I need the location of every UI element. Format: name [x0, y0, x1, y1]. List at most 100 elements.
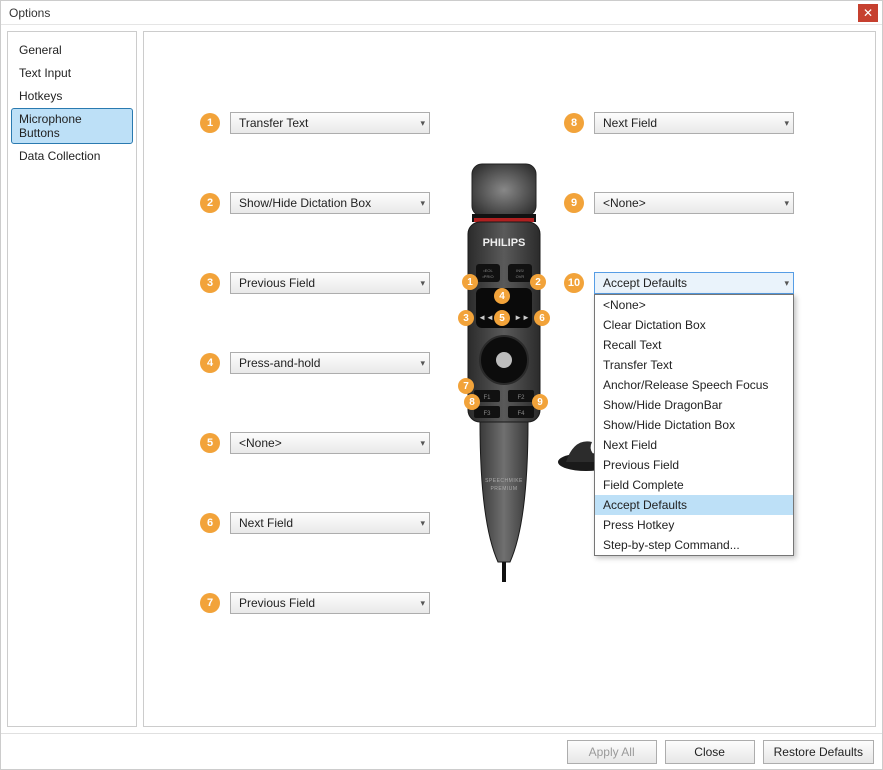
action-combo-7[interactable]: Previous Field▾	[230, 592, 430, 614]
dropdown-option[interactable]: Step-by-step Command...	[595, 535, 793, 555]
dropdown-option[interactable]: Accept Defaults	[595, 495, 793, 515]
combo-value: Previous Field	[239, 596, 420, 610]
mic-button-badge-5: 5	[494, 310, 510, 326]
dropdown-option[interactable]: Next Field	[595, 435, 793, 455]
mic-button-badge-9: 9	[532, 394, 548, 410]
sidebar-item-text-input[interactable]: Text Input	[11, 62, 133, 84]
action-combo-10[interactable]: Accept Defaults▾	[594, 272, 794, 294]
window-title: Options	[9, 6, 858, 20]
brand-text: PHILIPS	[483, 237, 526, 249]
chevron-down-icon: ▾	[784, 278, 789, 289]
dropdown-option[interactable]: <None>	[595, 295, 793, 315]
chevron-down-icon: ▾	[420, 438, 425, 449]
mic-button-badge-7: 7	[458, 378, 474, 394]
combo-value: <None>	[239, 436, 420, 450]
dropdown-option[interactable]: Field Complete	[595, 475, 793, 495]
dropdown-option[interactable]: Show/Hide DragonBar	[595, 395, 793, 415]
button-row-3: 3 Previous Field▾	[200, 272, 430, 294]
action-combo-3[interactable]: Previous Field▾	[230, 272, 430, 294]
dropdown-option[interactable]: Anchor/Release Speech Focus	[595, 375, 793, 395]
sidebar-item-data-collection[interactable]: Data Collection	[11, 145, 133, 167]
number-badge: 4	[200, 353, 220, 373]
dropdown-option[interactable]: Clear Dictation Box	[595, 315, 793, 335]
action-combo-9[interactable]: <None>▾	[594, 192, 794, 214]
chevron-down-icon: ▾	[784, 118, 789, 129]
number-badge: 10	[564, 273, 584, 293]
svg-text:OVR: OVR	[516, 274, 525, 279]
dropdown-option[interactable]: Previous Field	[595, 455, 793, 475]
action-combo-4[interactable]: Press-and-hold▾	[230, 352, 430, 374]
chevron-down-icon: ▾	[784, 198, 789, 209]
button-row-1: 1 Transfer Text▾	[200, 112, 430, 134]
chevron-down-icon: ▾	[420, 198, 425, 209]
number-badge: 2	[200, 193, 220, 213]
close-button[interactable]: Close	[665, 740, 755, 764]
mic-button-badge-1: 1	[462, 274, 478, 290]
chevron-down-icon: ▾	[420, 598, 425, 609]
chevron-down-icon: ▾	[420, 118, 425, 129]
svg-text:►►: ►►	[514, 313, 530, 322]
combo-value: <None>	[603, 196, 784, 210]
combo-value: Transfer Text	[239, 116, 420, 130]
footer: Apply All Close Restore Defaults	[1, 733, 882, 769]
window-body: GeneralText InputHotkeysMicrophone Butto…	[1, 25, 882, 733]
restore-defaults-button[interactable]: Restore Defaults	[763, 740, 874, 764]
mic-button-badge-4: 4	[494, 288, 510, 304]
action-combo-5[interactable]: <None>▾	[230, 432, 430, 454]
action-combo-1[interactable]: Transfer Text▾	[230, 112, 430, 134]
dropdown-option[interactable]: Recall Text	[595, 335, 793, 355]
svg-text:•EOL: •EOL	[483, 268, 493, 273]
sidebar-item-hotkeys[interactable]: Hotkeys	[11, 85, 133, 107]
sidebar-item-general[interactable]: General	[11, 39, 133, 61]
number-badge: 8	[564, 113, 584, 133]
button-row-10: 10 Accept Defaults▾	[564, 272, 794, 294]
button-row-5: 5 <None>▾	[200, 432, 430, 454]
dropdown-list[interactable]: <None>Clear Dictation BoxRecall TextTran…	[594, 294, 794, 556]
button-row-6: 6 Next Field▾	[200, 512, 430, 534]
main-panel: PHILIPS •EOL •PRIO INS/ OVR ◄◄ ▶ ►►	[143, 31, 876, 727]
options-window: Options ✕ GeneralText InputHotkeysMicrop…	[0, 0, 883, 770]
titlebar: Options ✕	[1, 1, 882, 25]
sidebar-item-microphone-buttons[interactable]: Microphone Buttons	[11, 108, 133, 144]
svg-text:F1: F1	[483, 395, 491, 401]
svg-text:PREMIUM: PREMIUM	[490, 486, 517, 492]
svg-text:F2: F2	[517, 395, 525, 401]
chevron-down-icon: ▾	[420, 358, 425, 369]
chevron-down-icon: ▾	[420, 518, 425, 529]
button-row-9: 9 <None>▾	[564, 192, 794, 214]
apply-all-button[interactable]: Apply All	[567, 740, 657, 764]
button-row-7: 7 Previous Field▾	[200, 592, 430, 614]
number-badge: 3	[200, 273, 220, 293]
svg-text:SPEECHMIKE: SPEECHMIKE	[485, 478, 523, 484]
sidebar: GeneralText InputHotkeysMicrophone Butto…	[7, 31, 137, 727]
number-badge: 1	[200, 113, 220, 133]
mic-button-badge-8: 8	[464, 394, 480, 410]
mic-button-badge-2: 2	[530, 274, 546, 290]
number-badge: 6	[200, 513, 220, 533]
svg-text:F3: F3	[483, 411, 491, 417]
dropdown-option[interactable]: Show/Hide Dictation Box	[595, 415, 793, 435]
action-combo-2[interactable]: Show/Hide Dictation Box▾	[230, 192, 430, 214]
dropdown-option[interactable]: Transfer Text	[595, 355, 793, 375]
mic-button-badge-3: 3	[458, 310, 474, 326]
mic-button-badge-6: 6	[534, 310, 550, 326]
svg-text:•PRIO: •PRIO	[482, 274, 493, 279]
dropdown-option[interactable]: Press Hotkey	[595, 515, 793, 535]
combo-value: Accept Defaults	[603, 276, 784, 290]
number-badge: 9	[564, 193, 584, 213]
number-badge: 7	[200, 593, 220, 613]
svg-text:F4: F4	[517, 411, 525, 417]
action-combo-8[interactable]: Next Field▾	[594, 112, 794, 134]
svg-text:◄◄: ◄◄	[478, 313, 494, 322]
combo-value: Press-and-hold	[239, 356, 420, 370]
chevron-down-icon: ▾	[420, 278, 425, 289]
combo-value: Show/Hide Dictation Box	[239, 196, 420, 210]
action-combo-6[interactable]: Next Field▾	[230, 512, 430, 534]
microphone-image: PHILIPS •EOL •PRIO INS/ OVR ◄◄ ▶ ►►	[444, 162, 564, 582]
svg-text:INS/: INS/	[516, 268, 525, 273]
number-badge: 5	[200, 433, 220, 453]
close-icon[interactable]: ✕	[858, 4, 878, 22]
button-row-8: 8 Next Field▾	[564, 112, 794, 134]
combo-value: Next Field	[239, 516, 420, 530]
combo-value: Previous Field	[239, 276, 420, 290]
